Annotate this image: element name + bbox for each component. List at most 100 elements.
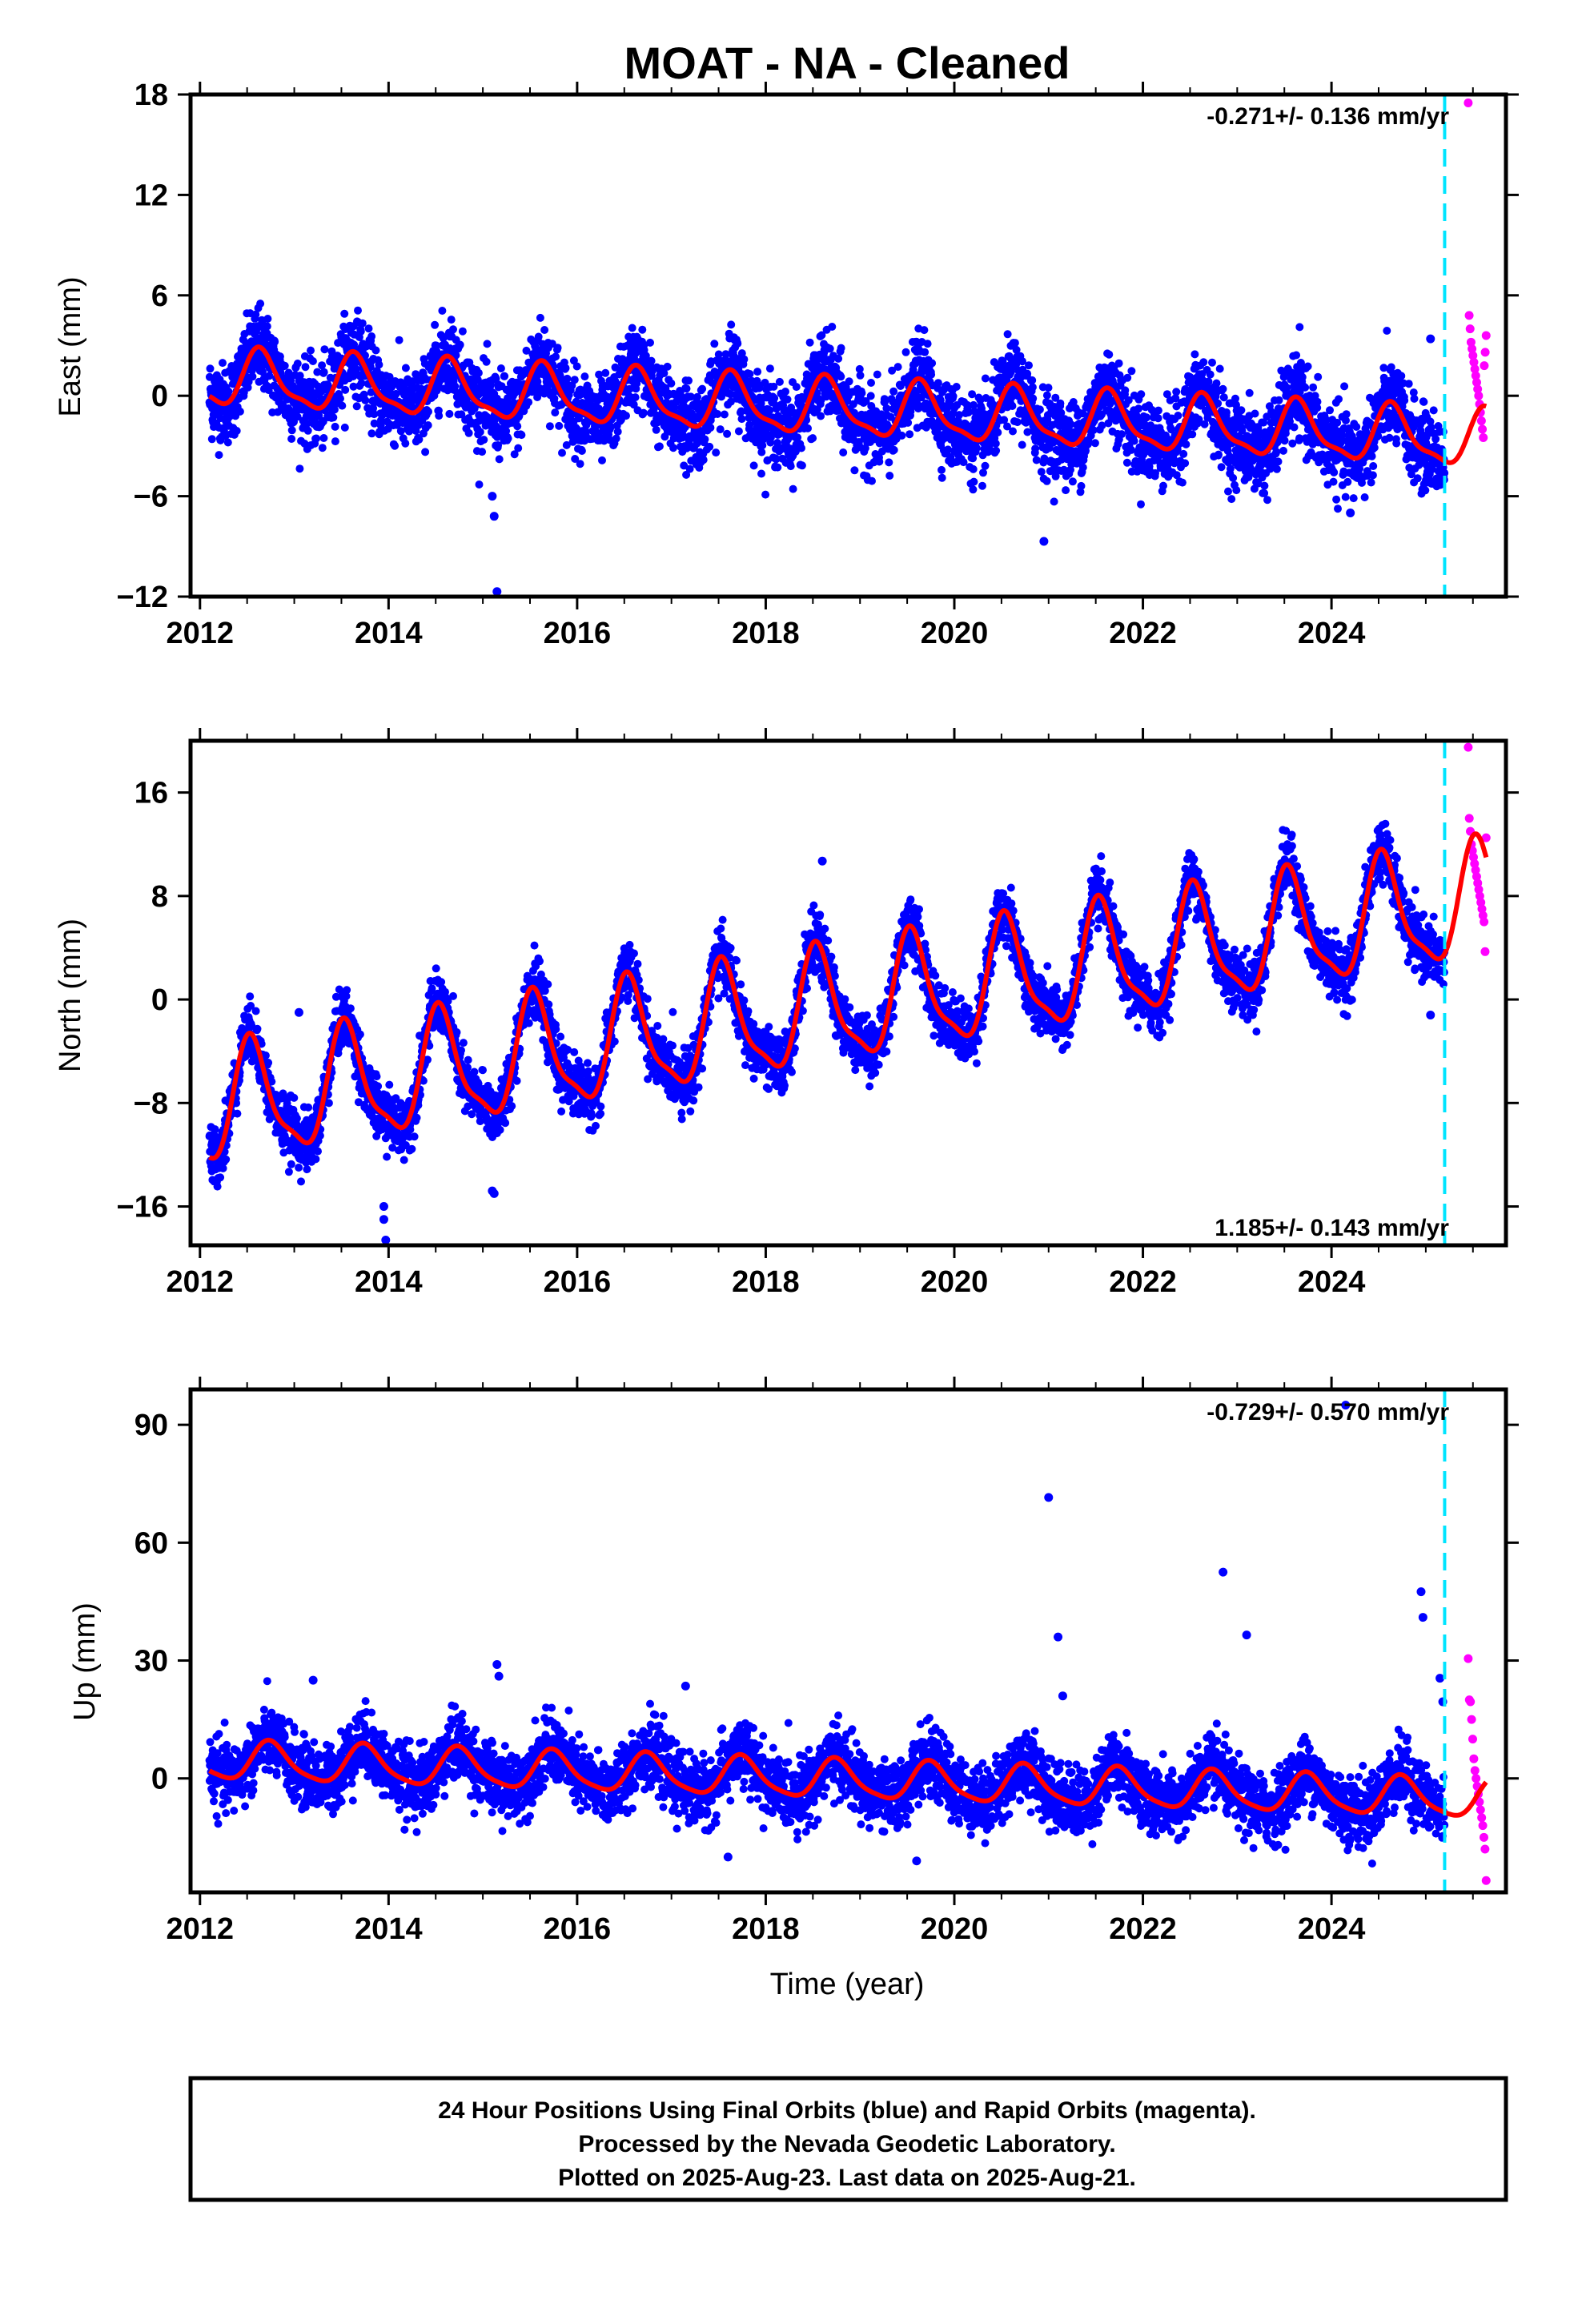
east-data-point	[534, 332, 543, 341]
east-data-point	[628, 324, 636, 332]
east-data-point	[558, 448, 566, 457]
east-data-point	[224, 387, 233, 396]
east-data-point	[287, 426, 296, 435]
east-data-point	[805, 338, 814, 347]
north-data-point	[219, 1164, 227, 1172]
east-data-point	[893, 363, 902, 372]
east-data-point	[207, 435, 216, 444]
east-data-point	[1314, 372, 1323, 381]
east-rapid-point	[1479, 432, 1488, 442]
east-data-point	[1383, 327, 1391, 335]
east-data-point	[500, 372, 509, 380]
east-data-point	[773, 463, 782, 472]
east-data-point	[817, 331, 826, 340]
east-data-point	[1415, 460, 1423, 469]
east-data-point	[1023, 369, 1032, 378]
east-data-point	[1077, 481, 1086, 490]
east-data-point	[944, 445, 953, 454]
east-data-point	[667, 379, 676, 388]
east-data-point	[797, 461, 806, 470]
east-data-point	[1137, 500, 1145, 509]
east-frame	[188, 92, 1508, 599]
east-data-point	[561, 364, 570, 372]
east-data-point	[837, 344, 845, 352]
east-data-point	[1280, 436, 1289, 445]
east-data-point	[1349, 494, 1358, 503]
east-rapid-point	[1474, 391, 1484, 400]
east-data-point	[1326, 406, 1334, 415]
east-data-point	[1042, 391, 1051, 400]
east-data-point	[716, 425, 725, 434]
east-data-point	[1105, 350, 1114, 359]
east-data-point	[1330, 468, 1339, 476]
east-outlier-point	[1426, 334, 1435, 344]
east-data-point	[449, 325, 457, 334]
east-data-point	[303, 419, 311, 428]
east-data-point	[979, 468, 987, 477]
east-data-point	[1288, 439, 1297, 448]
east-data-point	[514, 444, 523, 452]
east-data-point	[571, 455, 580, 463]
east-data-point	[354, 306, 362, 315]
east-data-point	[868, 476, 876, 485]
east-data-point	[761, 378, 769, 387]
east-data-point	[646, 338, 654, 347]
east-data-point	[737, 415, 746, 424]
east-data-point	[705, 442, 714, 451]
east-data-point	[265, 372, 274, 380]
east-data-point	[415, 435, 424, 444]
east-data-point	[492, 374, 500, 383]
east-data-point	[969, 485, 978, 494]
east-data-point	[655, 442, 664, 451]
east-final-orbit-points	[205, 300, 1449, 597]
east-data-point	[504, 434, 512, 443]
east-data-point	[1404, 380, 1413, 388]
east-data-point	[1332, 495, 1341, 504]
east-data-point	[804, 424, 812, 432]
east-data-point	[391, 389, 400, 398]
east-data-point	[1050, 497, 1058, 506]
east-data-point	[713, 410, 722, 418]
east-rapid-point	[1464, 98, 1473, 107]
east-data-point	[1042, 476, 1051, 485]
east-data-point	[401, 364, 410, 372]
east-data-point	[612, 434, 620, 443]
east-data-point	[972, 444, 981, 452]
east-data-point	[341, 385, 350, 394]
east-data-point	[551, 408, 560, 417]
east-data-point	[391, 441, 400, 450]
east-data-point	[493, 432, 502, 441]
east-data-point	[737, 407, 745, 416]
east-data-point	[1130, 436, 1138, 445]
east-data-point	[1182, 440, 1191, 448]
east-data-point	[474, 368, 483, 377]
east-data-point	[1410, 394, 1419, 403]
east-x-tick-label: 2020	[921, 617, 989, 650]
north-data-point	[222, 1155, 231, 1164]
east-rapid-point	[1465, 324, 1475, 334]
east-data-point	[1127, 445, 1136, 454]
east-data-point	[1244, 473, 1253, 481]
east-data-point	[235, 407, 244, 416]
east-data-point	[331, 422, 339, 431]
east-data-point	[1295, 434, 1303, 443]
east-data-point	[706, 424, 715, 432]
east-data-point	[1172, 471, 1181, 480]
east-data-point	[1298, 372, 1307, 381]
east-data-point	[284, 368, 293, 377]
east-rapid-point	[1468, 351, 1478, 360]
east-data-point	[1151, 468, 1159, 477]
east-data-point	[1368, 471, 1377, 480]
east-data-point	[1154, 414, 1162, 423]
east-y-tick-label: −12	[117, 581, 168, 614]
east-data-point	[773, 439, 781, 447]
east-data-point	[1355, 464, 1364, 473]
east-data-point	[1259, 418, 1268, 427]
east-data-point	[1342, 416, 1350, 424]
east-data-point	[968, 390, 977, 399]
east-data-point	[938, 465, 946, 474]
east-rapid-point	[1476, 416, 1486, 426]
east-data-point	[1159, 481, 1167, 490]
east-data-point	[905, 430, 914, 439]
east-data-point	[789, 485, 797, 493]
